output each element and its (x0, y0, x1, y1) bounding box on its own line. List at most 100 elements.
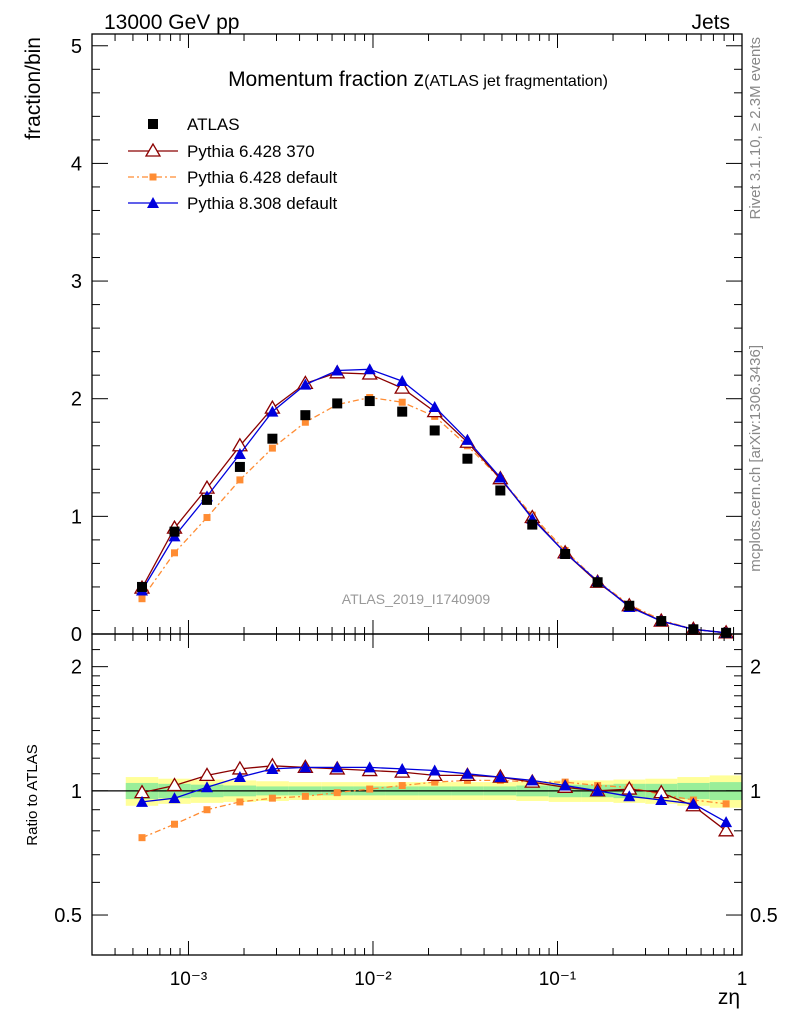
data-point-atlas (527, 519, 538, 530)
data-point-atlas (397, 406, 408, 417)
ratio-point-pythia-8-308-default (363, 761, 376, 773)
ratio-point-pythia-8-308-default (494, 771, 507, 783)
data-point-atlas (137, 581, 148, 592)
header-right-label: Jets (691, 11, 730, 34)
data-point-pythia-8-308-default (331, 364, 344, 376)
legend-label-pythia-6-428-default: Pythia 6.428 default (187, 168, 338, 187)
svg-text:Momentum fraction z(ATLAS jet: Momentum fraction z(ATLAS jet fragmentat… (228, 68, 608, 91)
ratio-point-pythia-6-428-370 (166, 777, 183, 792)
ratio-point-pythia-6-428-default (333, 789, 341, 797)
data-point-atlas (592, 577, 603, 588)
y-axis-label-top: fraction/bin (22, 37, 45, 140)
series-atlas (137, 396, 732, 638)
ratio-point-pythia-8-308-default (559, 779, 572, 791)
data-point-pythia-8-308-default (299, 378, 312, 390)
data-series (133, 363, 735, 842)
ratio-point-pythia-8-308-default (299, 761, 312, 773)
ratio-point-pythia-6-428-default (366, 785, 374, 793)
data-point-atlas (234, 461, 245, 472)
y-ratio-tick-label-right: 2 (750, 657, 761, 679)
legend-entry-pythia-6-428-370: Pythia 6.428 370 (128, 142, 315, 161)
ratio-point-pythia-8-308-default (591, 784, 604, 796)
data-point-pythia-8-308-default (233, 448, 246, 459)
y-top-tick-label: 0 (71, 624, 82, 646)
data-point-atlas (721, 627, 732, 638)
data-point-atlas (201, 494, 212, 505)
ratio-point-pythia-6-428-default (236, 798, 244, 806)
ratio-point-pythia-6-428-default (171, 820, 179, 828)
ratio-panel-frame (91, 633, 743, 956)
plot-frames (91, 33, 743, 956)
data-point-pythia-6-428-default (236, 476, 244, 484)
tick-labels: 10⁻³ 10⁻² 10⁻¹ 1 0 1 2 3 4 5 0.5 0.5 1 1 2 2 (54, 36, 778, 990)
mcplots-label: mcplots.cern.ch [arXiv:1306.3436] (747, 345, 764, 572)
y-ratio-tick-label: 1 (71, 781, 82, 803)
header-left-label: 13000 GeV pp (104, 11, 239, 34)
y-ratio-tick-label: 0.5 (54, 905, 82, 927)
y-ratio-tick-label-right: 1 (750, 781, 761, 803)
ratio-point-pythia-8-308-default (233, 771, 246, 783)
data-point-atlas (429, 425, 440, 436)
ratio-point-pythia-6-428-default (203, 806, 211, 814)
y-ratio-tick-label-right: 0.5 (750, 905, 778, 927)
x-tick-label: 10⁻² (354, 969, 392, 990)
x-tick-label: 1 (737, 969, 748, 990)
data-point-atlas (624, 600, 635, 611)
ratio-point-pythia-6-428-default (138, 834, 146, 842)
data-point-atlas (688, 624, 699, 635)
y-top-tick-label: 2 (71, 389, 82, 411)
data-point-atlas (169, 526, 180, 537)
ratio-point-pythia-6-428-default (722, 800, 730, 808)
data-point-pythia-8-308-default (266, 405, 279, 417)
ratio-point-pythia-6-428-370 (717, 822, 735, 837)
chart-title-main: Momentum fraction z (228, 68, 424, 91)
legend-entry-atlas: ATLAS (148, 115, 240, 134)
ratio-point-pythia-8-308-default (168, 792, 181, 804)
legend-label-pythia-6-428-370: Pythia 6.428 370 (187, 142, 315, 161)
data-point-pythia-6-428-default (138, 595, 146, 603)
y-top-tick-label: 1 (71, 506, 82, 528)
ratio-point-pythia-8-308-default (526, 774, 539, 786)
data-point-atlas (364, 396, 375, 407)
y-top-tick-label: 5 (71, 36, 82, 58)
y-axis-label-bottom: Ratio to ATLAS (24, 744, 41, 845)
ratio-point-pythia-6-428-default (301, 792, 309, 800)
data-point-pythia-6-428-default (171, 549, 179, 557)
chart-title: Momentum fraction z(ATLAS jet fragmentat… (228, 68, 608, 91)
legend-entry-pythia-8-308-default: Pythia 8.308 default (128, 194, 338, 213)
ratio-point-pythia-8-308-default (428, 764, 441, 776)
data-point-pythia-6-428-default (268, 444, 276, 452)
data-point-pythia-6-428-default (301, 418, 309, 426)
data-point-pythia-8-308-default (461, 433, 474, 445)
legend-entry-pythia-6-428-default: Pythia 6.428 default (128, 168, 338, 187)
ratio-point-pythia-6-428-370 (198, 767, 216, 782)
data-point-pythia-6-428-370 (394, 379, 411, 394)
legend-marker-pythia-6-428-370 (144, 142, 162, 157)
rivet-version-label: Rivet 3.1.10, ≥ 2.3M events (747, 37, 764, 220)
ratio-point-pythia-8-308-default (200, 781, 213, 793)
legend-marker-pythia-6-428-default (149, 173, 157, 181)
legend-label-atlas: ATLAS (187, 115, 240, 134)
data-point-pythia-6-428-default (398, 398, 406, 406)
x-tick-label: 10⁻¹ (539, 969, 577, 990)
data-point-pythia-8-308-default (363, 363, 376, 375)
data-point-atlas (495, 485, 506, 496)
data-point-pythia-8-308-default (494, 471, 507, 483)
ratio-point-pythia-8-308-default (655, 794, 668, 806)
y-top-tick-label: 4 (71, 153, 82, 175)
data-point-atlas (462, 453, 473, 464)
ratio-point-pythia-8-308-default (136, 795, 149, 807)
data-point-atlas (560, 549, 571, 559)
ratio-point-pythia-8-308-default (266, 762, 279, 774)
y-ratio-tick-label: 2 (71, 657, 82, 679)
ratio-point-pythia-8-308-default (623, 790, 636, 802)
y-top-tick-label: 3 (71, 271, 82, 293)
data-point-pythia-8-308-default (428, 400, 441, 412)
analysis-watermark: ATLAS_2019_I1740909 (342, 591, 491, 607)
data-point-atlas (267, 433, 278, 444)
ratio-point-pythia-6-428-default (268, 794, 276, 802)
legend-marker-atlas (148, 119, 158, 129)
legend: ATLAS Pythia 6.428 370 Pythia 6.428 defaul… (128, 115, 338, 213)
x-tick-label: 10⁻³ (170, 969, 208, 990)
